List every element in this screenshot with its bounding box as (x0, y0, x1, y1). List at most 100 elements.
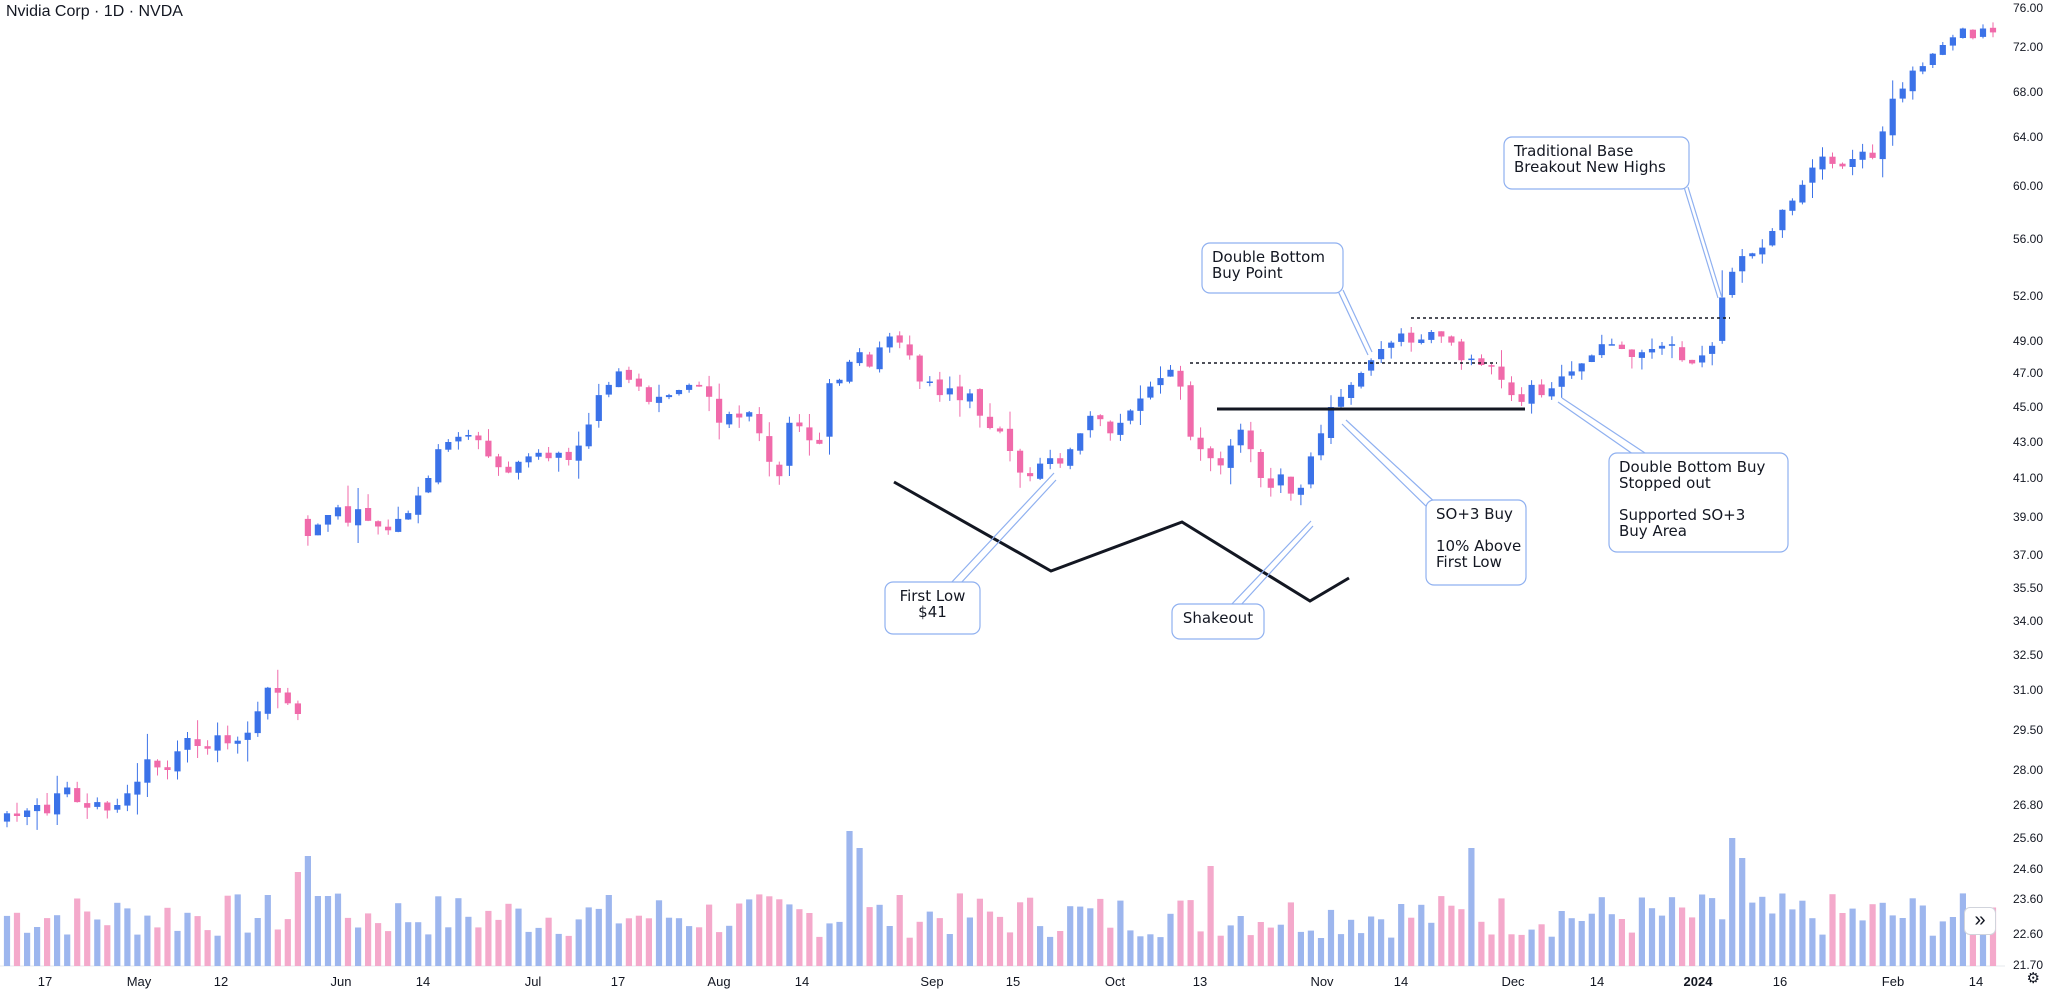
candle[interactable] (1287, 476, 1294, 494)
candle[interactable] (1608, 344, 1615, 346)
candle[interactable] (575, 445, 582, 461)
candle[interactable] (54, 793, 61, 815)
candle[interactable] (1207, 448, 1214, 459)
candle[interactable] (1408, 332, 1415, 343)
candle[interactable] (1859, 151, 1866, 160)
candle[interactable] (314, 524, 321, 536)
candle[interactable] (1528, 384, 1535, 404)
candle[interactable] (344, 506, 352, 523)
candle[interactable] (385, 526, 392, 531)
candle[interactable] (334, 507, 342, 517)
settings-gear-icon[interactable]: ⚙ (2026, 970, 2040, 987)
candle[interactable] (1618, 344, 1625, 349)
candle[interactable] (1297, 487, 1304, 495)
candle[interactable] (1247, 430, 1254, 450)
candle[interactable] (555, 452, 562, 458)
candle[interactable] (244, 732, 251, 740)
candle[interactable] (906, 344, 913, 356)
candle[interactable] (1468, 358, 1475, 361)
candle[interactable] (665, 395, 673, 398)
candle[interactable] (395, 518, 402, 532)
candle[interactable] (1027, 473, 1034, 477)
candle[interactable] (94, 802, 101, 807)
candle[interactable] (1548, 388, 1555, 397)
candle[interactable] (736, 413, 743, 418)
candle[interactable] (435, 449, 442, 483)
candle[interactable] (1638, 352, 1645, 358)
candle[interactable] (1348, 384, 1355, 398)
candle[interactable] (545, 452, 552, 459)
candle[interactable] (174, 751, 181, 772)
candle[interactable] (164, 767, 171, 770)
candle[interactable] (1668, 344, 1676, 346)
candle[interactable] (1438, 331, 1445, 337)
candle[interactable] (1598, 344, 1605, 356)
candle[interactable] (1378, 349, 1385, 360)
double-bottom-stopped-callout[interactable] (1608, 452, 1789, 553)
candle[interactable] (34, 805, 41, 812)
candle[interactable] (976, 389, 983, 416)
candle[interactable] (1759, 247, 1766, 255)
candle[interactable] (1317, 433, 1325, 456)
first-low-callout[interactable] (884, 581, 981, 635)
candle[interactable] (675, 390, 683, 395)
candle[interactable] (1358, 373, 1365, 387)
candle[interactable] (886, 336, 893, 348)
candle[interactable] (1789, 200, 1796, 211)
candle[interactable] (816, 439, 823, 444)
candle[interactable] (1799, 184, 1806, 203)
candle[interactable] (595, 395, 602, 421)
candle[interactable] (1729, 271, 1736, 295)
candle[interactable] (956, 386, 963, 401)
candle[interactable] (1949, 37, 1956, 46)
candle[interactable] (1959, 28, 1966, 39)
candle[interactable] (1558, 376, 1565, 387)
candle[interactable] (1869, 152, 1876, 158)
candle[interactable] (1257, 452, 1264, 478)
candle[interactable] (505, 466, 512, 473)
candle[interactable] (686, 384, 693, 390)
candle[interactable] (294, 703, 301, 714)
candle[interactable] (535, 452, 542, 457)
candle[interactable] (1237, 429, 1244, 446)
candle[interactable] (1628, 349, 1635, 358)
candle[interactable] (365, 508, 372, 521)
candle[interactable] (615, 371, 622, 388)
candle[interactable] (1037, 463, 1044, 479)
candle[interactable] (1177, 370, 1184, 387)
candle[interactable] (1889, 98, 1896, 136)
candle[interactable] (1679, 347, 1686, 361)
candle[interactable] (264, 687, 271, 714)
candle[interactable] (1488, 365, 1495, 367)
candle[interactable] (696, 384, 703, 387)
candle[interactable] (846, 361, 853, 382)
candle[interactable] (1989, 27, 1997, 33)
candle[interactable] (1839, 163, 1846, 167)
candle[interactable] (1006, 428, 1014, 451)
candle[interactable] (966, 393, 973, 402)
candle[interactable] (3, 813, 11, 822)
candle[interactable] (1267, 478, 1274, 488)
candle[interactable] (1147, 386, 1154, 398)
candle[interactable] (104, 802, 111, 811)
candle[interactable] (1167, 369, 1174, 377)
candle[interactable] (1588, 355, 1595, 362)
candle[interactable] (1117, 422, 1124, 435)
candle[interactable] (194, 739, 201, 746)
candle[interactable] (836, 379, 843, 384)
candle[interactable] (324, 515, 332, 525)
candle[interactable] (485, 440, 492, 457)
candle[interactable] (1568, 371, 1575, 376)
candle[interactable] (1127, 410, 1134, 421)
candle[interactable] (1307, 456, 1314, 485)
candle[interactable] (1538, 384, 1545, 396)
candle[interactable] (425, 478, 432, 493)
candle[interactable] (1428, 332, 1435, 340)
candle[interactable] (1368, 360, 1375, 371)
candle[interactable] (1508, 382, 1515, 396)
candle[interactable] (405, 513, 412, 520)
candle[interactable] (284, 692, 291, 704)
candle[interactable] (1458, 341, 1465, 361)
candle[interactable] (1448, 336, 1455, 343)
candle[interactable] (1057, 458, 1064, 464)
